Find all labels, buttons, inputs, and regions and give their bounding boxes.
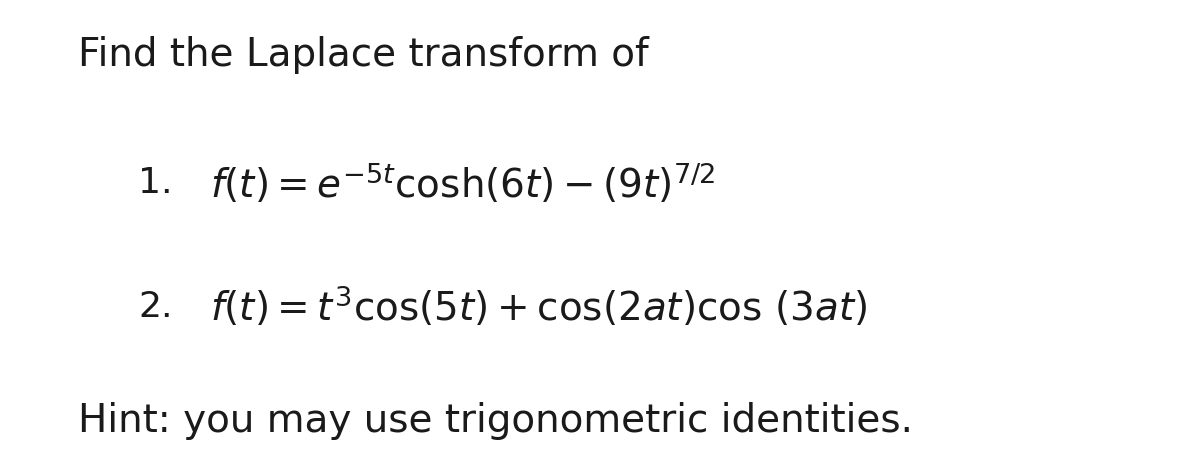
Text: 1.: 1. bbox=[138, 166, 173, 200]
Text: Hint: you may use trigonometric identities.: Hint: you may use trigonometric identiti… bbox=[78, 403, 913, 440]
Text: 2.: 2. bbox=[138, 290, 173, 324]
Text: $f(t) = e^{-5t}\cosh(6t) - (9t)^{7/2}$: $f(t) = e^{-5t}\cosh(6t) - (9t)^{7/2}$ bbox=[210, 161, 715, 206]
Text: $f(t) = t^{3}\cos(5t) + \cos(2at)\cos\,(3at)$: $f(t) = t^{3}\cos(5t) + \cos(2at)\cos\,(… bbox=[210, 284, 868, 329]
Text: Find the Laplace transform of: Find the Laplace transform of bbox=[78, 36, 649, 74]
